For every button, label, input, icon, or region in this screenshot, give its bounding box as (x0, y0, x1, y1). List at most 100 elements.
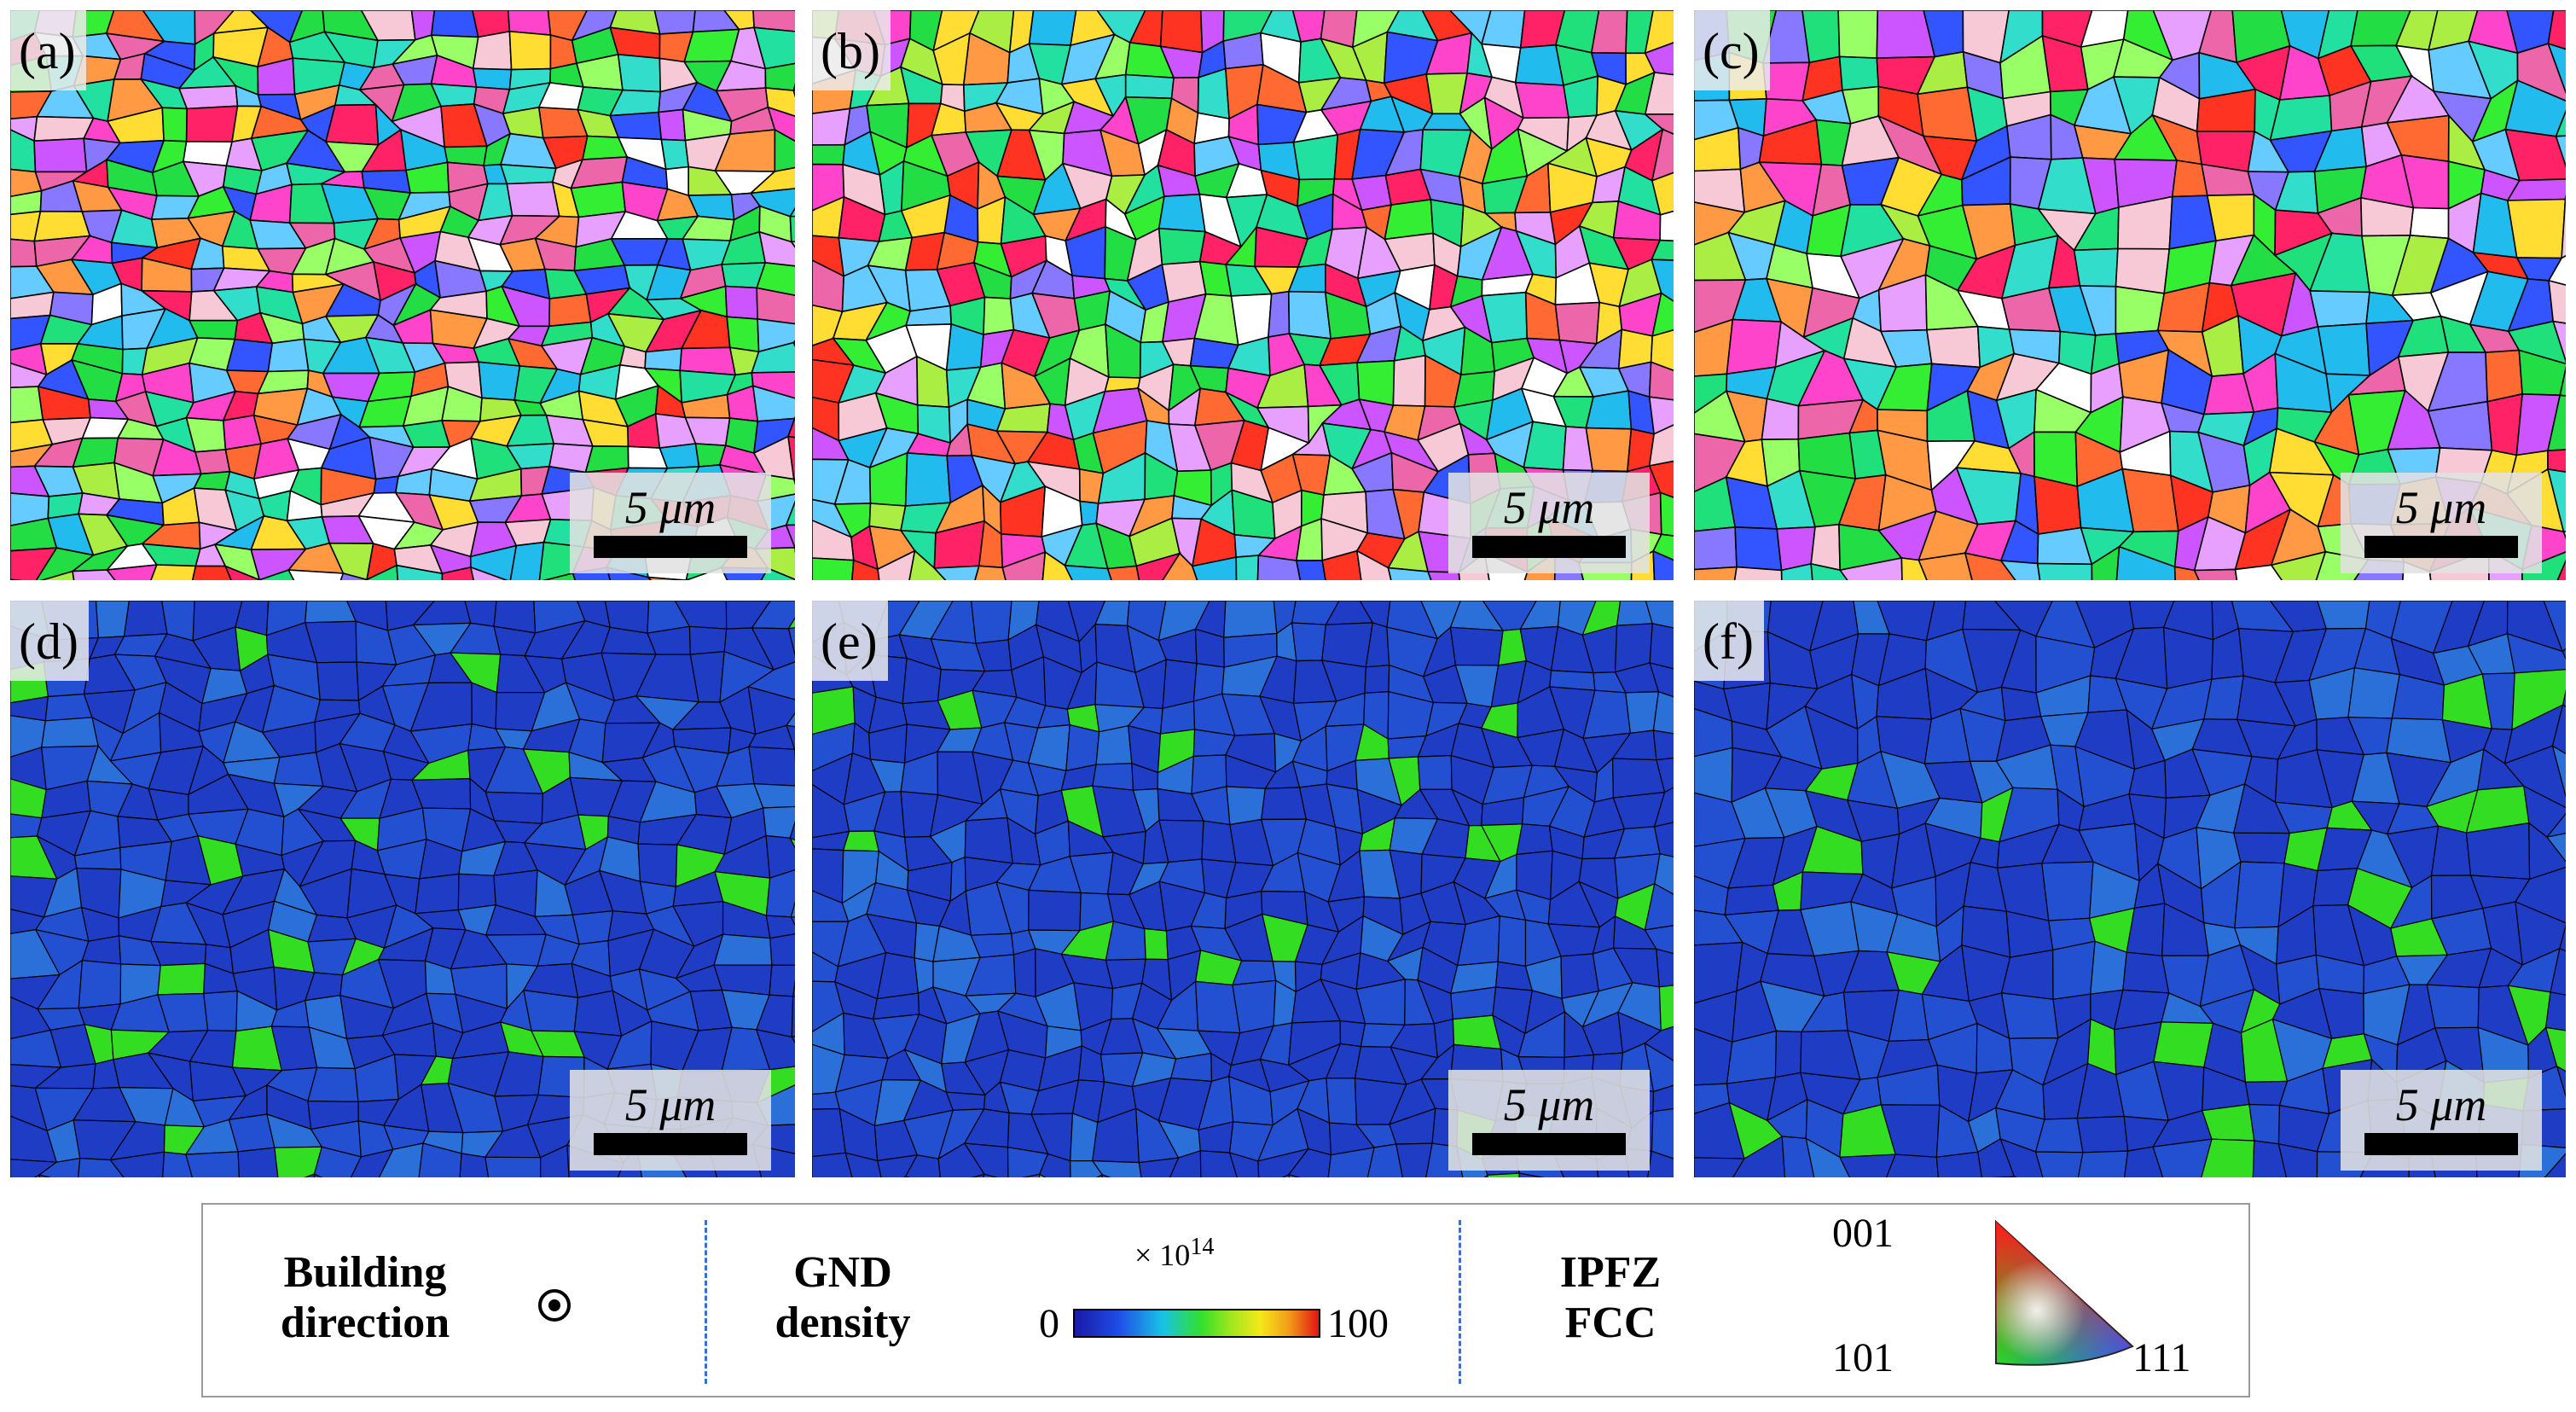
grain (78, 960, 122, 1009)
grain (339, 572, 368, 580)
colorbar-multiplier-base: × 10 (1134, 1238, 1191, 1272)
triangle-label-101: 101 (1832, 1335, 1894, 1380)
grain (203, 990, 238, 1032)
grain (1762, 61, 1811, 102)
scale-bar-e: 5 μm (1448, 1070, 1650, 1171)
colorbar-multiplier: × 1014 (1134, 1234, 1214, 1273)
grain (748, 746, 795, 787)
grain (1651, 1107, 1674, 1159)
grain (646, 576, 688, 580)
grain (1964, 552, 2016, 580)
scale-text-a: 5 μm (624, 482, 717, 533)
grain (792, 89, 795, 98)
grain (756, 262, 795, 297)
grain (769, 933, 795, 966)
grain (2485, 349, 2523, 403)
grain (1925, 325, 1981, 369)
grain (945, 1091, 986, 1111)
grain (1837, 10, 1879, 59)
grain (1124, 73, 1175, 100)
grain (2270, 550, 2327, 580)
grain (1064, 564, 1112, 580)
grain (1781, 1136, 1815, 1177)
grain (812, 107, 851, 146)
grain (2233, 832, 2291, 864)
grain (2152, 1138, 2213, 1177)
grain (469, 544, 518, 580)
grain (472, 30, 513, 71)
grain (1355, 549, 1392, 580)
grain (287, 569, 345, 580)
panel-label-b: (b) (812, 10, 891, 90)
scale-text-b: 5 μm (1503, 482, 1595, 533)
grain (2545, 833, 2566, 863)
grain (2544, 991, 2566, 1031)
grain (753, 26, 795, 70)
grain (191, 565, 232, 580)
grain (1162, 659, 1198, 710)
grain (185, 105, 239, 143)
grain (1387, 567, 1432, 580)
grain (1518, 1172, 1545, 1177)
legend-box: Building direction GND density × 1014 0 … (201, 1203, 2250, 1397)
grain (2000, 992, 2059, 1039)
grain (1159, 10, 1204, 54)
scale-bar-line-a (594, 536, 747, 558)
grain (1801, 10, 1841, 64)
grain (1644, 925, 1674, 955)
grain (472, 67, 513, 90)
grain (1199, 1150, 1238, 1177)
grain (38, 1174, 51, 1177)
grain (2503, 745, 2566, 809)
grain (1649, 623, 1674, 670)
grain (609, 111, 663, 141)
grain (1232, 979, 1277, 1034)
grain (1514, 81, 1569, 119)
grain (1644, 882, 1674, 931)
grain (1656, 948, 1674, 988)
grain (1654, 853, 1674, 895)
grain (983, 1173, 998, 1177)
gnd-map-panel-e: (e) 5 μm (812, 601, 1674, 1177)
legend-divider-1 (705, 1220, 707, 1384)
grain (366, 564, 399, 580)
triangle-label-111: 111 (2132, 1335, 2191, 1380)
grain (1648, 396, 1674, 435)
grain (1656, 757, 1674, 793)
grain (2506, 632, 2566, 674)
scale-bar-f: 5 μm (2341, 1070, 2542, 1171)
grain (963, 1142, 1009, 1177)
grain (1135, 552, 1181, 580)
grain (2547, 255, 2566, 286)
grain (2561, 198, 2566, 259)
grain (785, 524, 795, 549)
grain (1292, 134, 1339, 181)
grain (223, 565, 261, 580)
grain (571, 910, 614, 945)
grain (95, 601, 131, 639)
grain (2201, 1103, 2255, 1142)
grain (812, 1091, 840, 1110)
grain (499, 163, 557, 185)
grain (478, 361, 521, 401)
grain (1392, 354, 1426, 407)
grain (1554, 301, 1601, 345)
grain (1734, 526, 1783, 572)
grain (790, 916, 795, 927)
ipf-label: IPFZ FCC (1534, 1247, 1687, 1348)
grain (1652, 549, 1674, 580)
grain (10, 813, 43, 839)
grain (2124, 1146, 2164, 1177)
grain (1645, 601, 1674, 629)
grain (1726, 318, 1782, 375)
grain (2173, 566, 2200, 580)
grain (1417, 754, 1453, 790)
grain (267, 338, 310, 373)
grain (2034, 475, 2082, 536)
scale-bar-line-f (2364, 1133, 2518, 1155)
grain (758, 230, 795, 267)
grain (2041, 861, 2094, 921)
grain (237, 1147, 279, 1177)
grain (1235, 555, 1260, 580)
grain (1138, 1157, 1180, 1177)
